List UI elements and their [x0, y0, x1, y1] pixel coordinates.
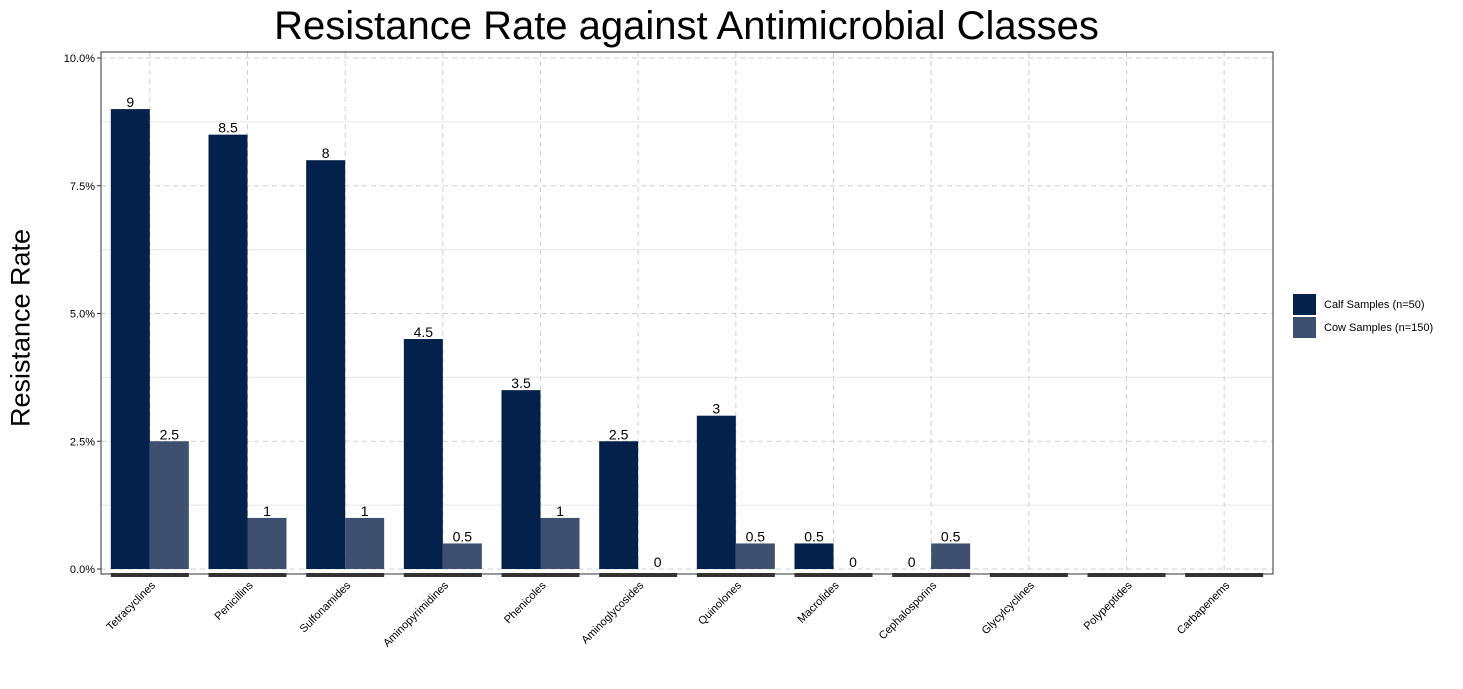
x-axis-segment	[599, 573, 678, 577]
x-tick-label: Penicillins	[213, 579, 256, 622]
x-axis-segment	[208, 573, 287, 577]
bar-calf	[208, 134, 248, 569]
x-tick-label: Aminoglycosides	[579, 579, 646, 646]
data-label: 0	[849, 554, 857, 570]
data-label: 0.5	[941, 528, 961, 544]
bar-calf	[794, 543, 834, 569]
y-tick-label: 7.5%	[70, 181, 95, 193]
x-tick-label: Sulfonamides	[298, 579, 354, 635]
x-tick-label: Phenicoles	[502, 579, 549, 626]
y-tick-label: 10.0%	[64, 53, 95, 65]
data-label: 2.5	[160, 426, 180, 442]
x-axis-segment	[696, 573, 775, 577]
data-label: 4.5	[414, 324, 434, 340]
legend: Calf Samples (n=50) Cow Samples (n=150)	[1293, 293, 1433, 339]
bar-cow	[735, 543, 775, 569]
bar-calf	[599, 441, 639, 569]
legend-item-cow: Cow Samples (n=150)	[1293, 316, 1433, 339]
bar-calf	[110, 109, 150, 569]
x-axis-segment	[501, 573, 580, 577]
bar-calf	[696, 415, 736, 569]
x-tick-label: Polypeptides	[1082, 579, 1135, 632]
legend-key-calf	[1293, 294, 1316, 315]
x-axis-segment	[892, 573, 971, 577]
bar-calf	[403, 339, 443, 569]
data-label: 0.5	[804, 528, 824, 544]
x-tick-label: Tetracyclines	[105, 579, 159, 633]
x-axis-segment	[110, 573, 189, 577]
data-label: 8	[322, 145, 330, 161]
y-tick-label: 5.0%	[70, 309, 95, 321]
data-label: 3.5	[511, 375, 531, 391]
x-axis-segment	[306, 573, 385, 577]
x-tick-label: Quinolones	[696, 579, 744, 627]
bar-cow	[540, 517, 580, 569]
bar-cow	[345, 517, 385, 569]
x-tick-label: Cephalosporins	[877, 579, 940, 642]
legend-key-cow	[1293, 317, 1316, 338]
bar-cow	[149, 441, 189, 569]
data-label: 0	[654, 554, 662, 570]
data-label: 0	[908, 554, 916, 570]
x-axis-segment	[989, 573, 1068, 577]
bar-cow	[247, 517, 287, 569]
bar-cow	[442, 543, 482, 569]
data-label: 8.5	[218, 120, 238, 136]
x-axis-segment	[1185, 573, 1264, 577]
data-label: 0.5	[453, 528, 473, 544]
x-axis-segment	[403, 573, 482, 577]
data-label: 1	[556, 503, 564, 519]
x-axis-segment	[794, 573, 873, 577]
y-tick-label: 0.0%	[70, 564, 95, 576]
data-label: 0.5	[746, 528, 766, 544]
x-axis-segment	[1087, 573, 1166, 577]
data-label: 9	[126, 94, 134, 110]
bar-calf	[501, 390, 541, 569]
y-tick-label: 2.5%	[70, 436, 95, 448]
data-label: 1	[361, 503, 369, 519]
x-tick-label: Glycylcyclines	[980, 579, 1038, 637]
legend-item-calf: Calf Samples (n=50)	[1293, 293, 1433, 316]
bar-calf	[306, 160, 346, 569]
data-label: 1	[263, 503, 271, 519]
x-tick-label: Carbapenems	[1175, 579, 1233, 637]
x-tick-label: Macrolides	[796, 579, 842, 625]
legend-label-cow: Cow Samples (n=150)	[1324, 321, 1434, 334]
data-label: 2.5	[609, 426, 629, 442]
legend-label-calf: Calf Samples (n=50)	[1324, 298, 1425, 311]
x-tick-label: Aminopyrimidines	[381, 579, 451, 649]
data-label: 3	[712, 401, 720, 417]
bar-cow	[931, 543, 971, 569]
chart-title: Resistance Rate against Antimicrobial Cl…	[274, 4, 1099, 48]
